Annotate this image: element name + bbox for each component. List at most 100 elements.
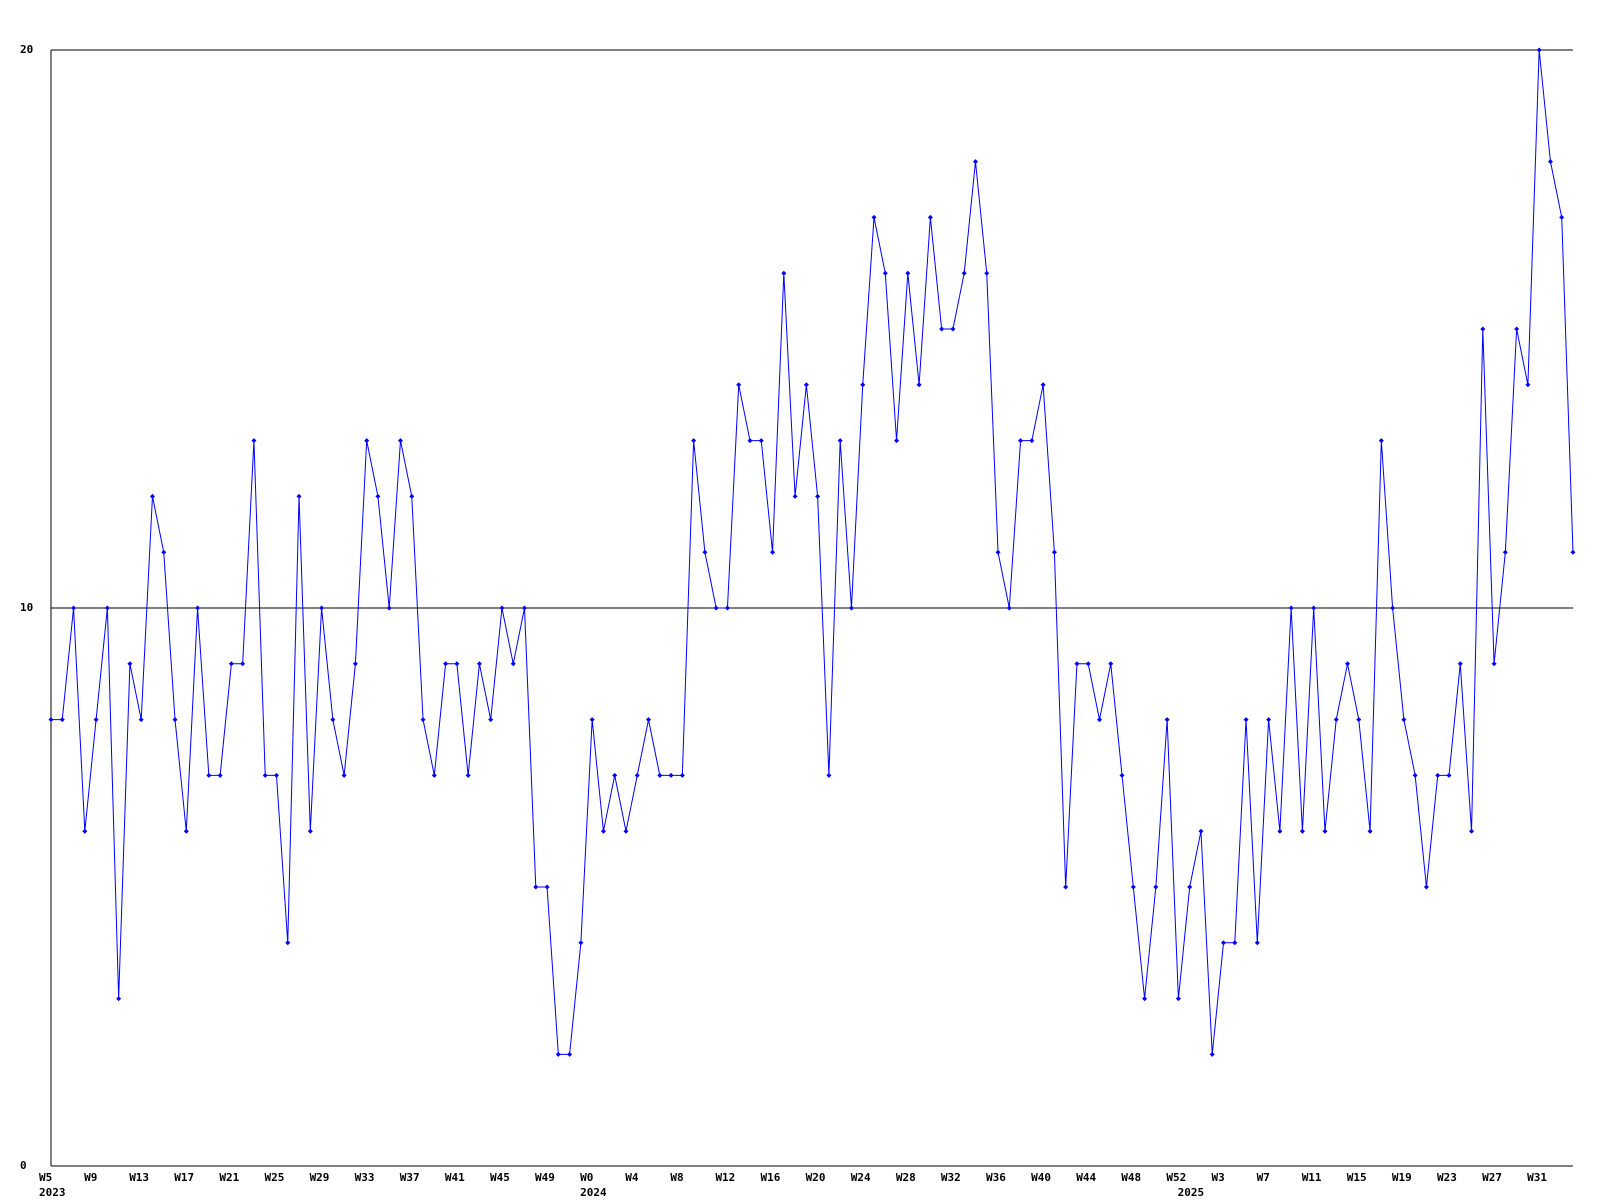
point-marker — [240, 661, 246, 667]
point-marker — [1153, 884, 1159, 890]
x-tick-label: W12 — [715, 1171, 735, 1184]
x-tick-label: W11 — [1302, 1171, 1322, 1184]
year-label: 2024 — [580, 1186, 607, 1199]
y-tick-label: 20 — [20, 43, 33, 56]
point-marker — [1096, 717, 1102, 723]
point-marker — [939, 326, 945, 332]
point-marker — [882, 270, 888, 276]
point-marker — [1367, 828, 1373, 834]
point-marker — [1051, 549, 1057, 555]
x-tick-label: W15 — [1347, 1171, 1367, 1184]
point-marker — [567, 1051, 573, 1057]
point-marker — [465, 772, 471, 778]
point-marker — [1356, 717, 1362, 723]
point-marker — [1345, 661, 1351, 667]
x-tick-label: W24 — [851, 1171, 871, 1184]
x-tick-label: W37 — [400, 1171, 420, 1184]
point-marker — [1514, 326, 1520, 332]
point-marker — [848, 605, 854, 611]
point-marker — [972, 159, 978, 165]
point-marker — [555, 1051, 561, 1057]
point-marker — [443, 661, 449, 667]
point-marker — [781, 270, 787, 276]
year-label: 2025 — [1178, 1186, 1205, 1199]
point-marker — [826, 772, 832, 778]
point-marker — [623, 828, 629, 834]
point-marker — [1221, 940, 1227, 946]
x-tick-label: W0 — [580, 1171, 593, 1184]
point-marker — [1175, 996, 1181, 1002]
x-tick-label: W27 — [1482, 1171, 1502, 1184]
point-marker — [1299, 828, 1305, 834]
point-marker — [1333, 717, 1339, 723]
point-marker — [285, 940, 291, 946]
point-marker — [499, 605, 505, 611]
point-marker — [713, 605, 719, 611]
y-tick-label: 0 — [20, 1159, 27, 1172]
point-marker — [330, 717, 336, 723]
point-marker — [646, 717, 652, 723]
point-marker — [251, 438, 257, 444]
point-marker — [747, 438, 753, 444]
x-tick-label: W16 — [761, 1171, 781, 1184]
point-marker — [1187, 884, 1193, 890]
point-marker — [702, 549, 708, 555]
point-marker — [589, 717, 595, 723]
point-marker — [1040, 382, 1046, 388]
point-marker — [544, 884, 550, 890]
point-marker — [1446, 772, 1452, 778]
point-marker — [1536, 47, 1542, 53]
point-marker — [533, 884, 539, 890]
point-marker — [1266, 717, 1272, 723]
point-marker — [454, 661, 460, 667]
x-tick-label: W31 — [1527, 1171, 1547, 1184]
x-tick-label: W25 — [264, 1171, 284, 1184]
point-marker — [724, 605, 730, 611]
point-marker — [1164, 717, 1170, 723]
point-marker — [1006, 605, 1012, 611]
point-marker — [736, 382, 742, 388]
x-tick-label: W40 — [1031, 1171, 1051, 1184]
point-marker — [127, 661, 133, 667]
point-marker — [803, 382, 809, 388]
point-marker — [431, 772, 437, 778]
x-tick-label: W41 — [445, 1171, 465, 1184]
point-marker — [420, 717, 426, 723]
point-marker — [319, 605, 325, 611]
point-marker — [792, 493, 798, 499]
point-marker — [1435, 772, 1441, 778]
point-marker — [364, 438, 370, 444]
x-tick-label: W8 — [670, 1171, 683, 1184]
point-marker — [1525, 382, 1531, 388]
point-marker — [1085, 661, 1091, 667]
x-tick-label: W13 — [129, 1171, 149, 1184]
point-marker — [104, 605, 110, 611]
point-marker — [1209, 1051, 1215, 1057]
point-marker — [1277, 828, 1283, 834]
point-marker — [352, 661, 358, 667]
point-marker — [262, 772, 268, 778]
point-marker — [1063, 884, 1069, 890]
point-marker — [1232, 940, 1238, 946]
point-marker — [522, 605, 528, 611]
point-marker — [961, 270, 967, 276]
x-tick-label: W52 — [1166, 1171, 1186, 1184]
point-marker — [995, 549, 1001, 555]
point-marker — [1018, 438, 1024, 444]
point-marker — [1401, 717, 1407, 723]
point-marker — [93, 717, 99, 723]
point-marker — [634, 772, 640, 778]
point-marker — [758, 438, 764, 444]
point-marker — [307, 828, 313, 834]
point-marker — [871, 214, 877, 220]
point-marker — [217, 772, 223, 778]
point-marker — [612, 772, 618, 778]
x-tick-label: W3 — [1212, 1171, 1225, 1184]
x-tick-label: W28 — [896, 1171, 916, 1184]
point-marker — [1469, 828, 1475, 834]
point-marker — [161, 549, 167, 555]
point-marker — [1390, 605, 1396, 611]
point-marker — [1142, 996, 1148, 1002]
